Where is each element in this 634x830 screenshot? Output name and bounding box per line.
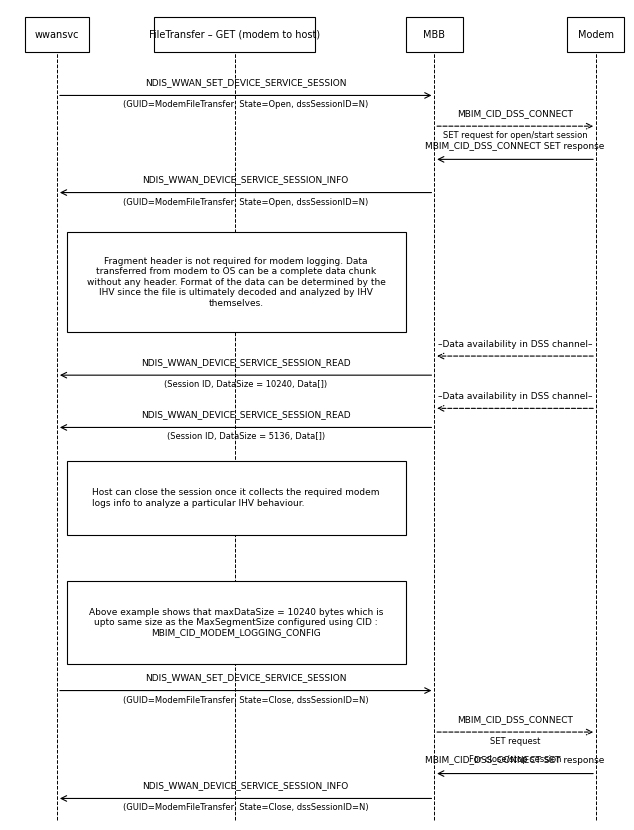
Text: (GUID=ModemFileTransfer, State=Open, dssSessionID=N): (GUID=ModemFileTransfer, State=Open, dss… <box>123 198 368 207</box>
Text: MBIM_CID_DSS_CONNECT: MBIM_CID_DSS_CONNECT <box>457 109 573 118</box>
Bar <box>153 17 316 52</box>
Bar <box>567 17 624 52</box>
Text: Fragment header is not required for modem logging. Data
transferred from modem t: Fragment header is not required for mode… <box>87 257 385 307</box>
Text: Host can close the session once it collects the required modem
logs info to anal: Host can close the session once it colle… <box>93 488 380 508</box>
Text: (GUID=ModemFileTransfer, State=Close, dssSessionID=N): (GUID=ModemFileTransfer, State=Close, ds… <box>123 803 368 813</box>
Text: NDIS_WWAN_DEVICE_SERVICE_SESSION_INFO: NDIS_WWAN_DEVICE_SERVICE_SESSION_INFO <box>143 781 349 790</box>
Text: NDIS_WWAN_SET_DEVICE_SERVICE_SESSION: NDIS_WWAN_SET_DEVICE_SERVICE_SESSION <box>145 673 346 682</box>
Text: For close/stop session: For close/stop session <box>469 755 561 764</box>
Bar <box>67 232 406 332</box>
Text: NDIS_WWAN_DEVICE_SERVICE_SESSION_READ: NDIS_WWAN_DEVICE_SERVICE_SESSION_READ <box>141 358 351 367</box>
Text: FileTransfer – GET (modem to host): FileTransfer – GET (modem to host) <box>149 30 320 40</box>
Text: MBIM_CID_DSS_CONNECT: MBIM_CID_DSS_CONNECT <box>457 715 573 724</box>
Text: (GUID=ModemFileTransfer, State=Close, dssSessionID=N): (GUID=ModemFileTransfer, State=Close, ds… <box>123 696 368 705</box>
Text: (Session ID, DataSize = 10240, Data[]): (Session ID, DataSize = 10240, Data[]) <box>164 380 327 389</box>
Text: SET request: SET request <box>490 737 540 746</box>
Text: –Data availability in DSS channel–: –Data availability in DSS channel– <box>438 339 592 349</box>
Text: MBIM_CID_DSS_CONNECT SET response: MBIM_CID_DSS_CONNECT SET response <box>425 142 605 151</box>
Text: –Data availability in DSS channel–: –Data availability in DSS channel– <box>438 392 592 401</box>
Text: Modem: Modem <box>578 30 614 40</box>
Text: MBIM_CID_DSS_CONNECT SET response: MBIM_CID_DSS_CONNECT SET response <box>425 756 605 765</box>
Text: Above example shows that maxDataSize = 10240 bytes which is
upto same size as th: Above example shows that maxDataSize = 1… <box>89 608 384 637</box>
Text: NDIS_WWAN_DEVICE_SERVICE_SESSION_READ: NDIS_WWAN_DEVICE_SERVICE_SESSION_READ <box>141 410 351 419</box>
Text: (GUID=ModemFileTransfer, State=Open, dssSessionID=N): (GUID=ModemFileTransfer, State=Open, dss… <box>123 100 368 110</box>
Text: NDIS_WWAN_SET_DEVICE_SERVICE_SESSION: NDIS_WWAN_SET_DEVICE_SERVICE_SESSION <box>145 78 346 87</box>
Text: SET request for open/start session: SET request for open/start session <box>443 131 588 140</box>
Text: (Session ID, DataSize = 5136, Data[]): (Session ID, DataSize = 5136, Data[]) <box>167 432 325 442</box>
Bar <box>67 461 406 535</box>
Bar <box>25 17 89 52</box>
Text: MBB: MBB <box>424 30 445 40</box>
Bar <box>67 581 406 664</box>
Bar <box>406 17 463 52</box>
Text: wwansvc: wwansvc <box>35 30 79 40</box>
Text: NDIS_WWAN_DEVICE_SERVICE_SESSION_INFO: NDIS_WWAN_DEVICE_SERVICE_SESSION_INFO <box>143 175 349 184</box>
